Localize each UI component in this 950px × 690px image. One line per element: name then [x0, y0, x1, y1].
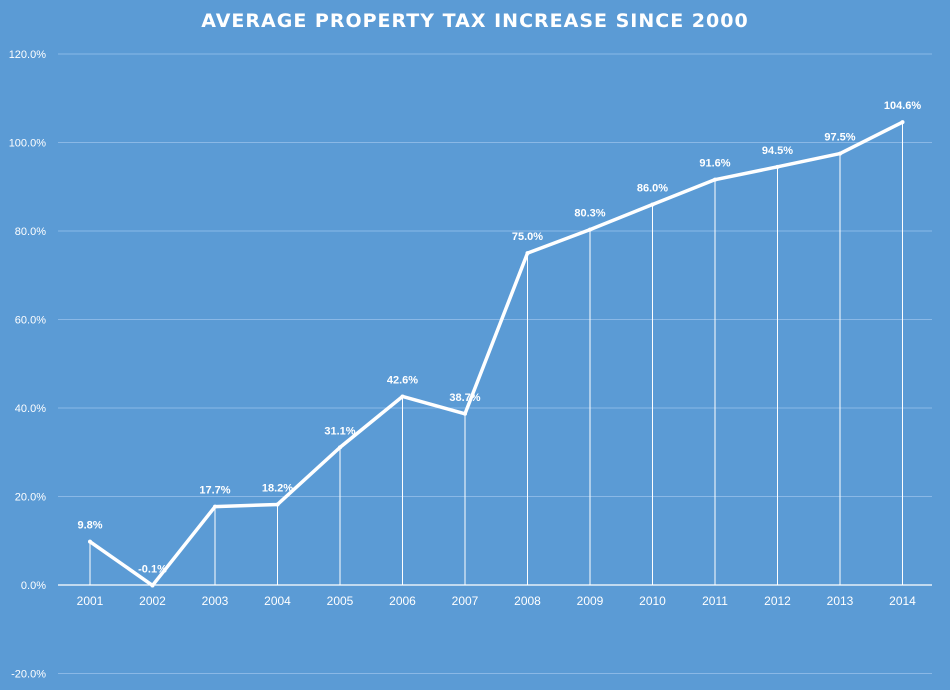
data-label: 80.3% — [574, 208, 605, 220]
data-label: 31.1% — [324, 425, 355, 437]
y-tick-label: 120.0% — [9, 49, 47, 61]
data-label: 86.0% — [637, 182, 668, 194]
data-label: 94.5% — [762, 145, 793, 157]
data-point — [88, 539, 92, 544]
y-tick-label: 100.0% — [9, 138, 47, 150]
data-label: 9.8% — [77, 520, 102, 532]
data-point — [650, 202, 655, 207]
x-tick-label: 2009 — [577, 594, 604, 608]
data-label: 91.6% — [699, 158, 730, 170]
data-point — [525, 251, 530, 256]
y-tick-label: 40.0% — [15, 403, 46, 415]
x-tick-label: 2014 — [889, 594, 916, 608]
data-label: 18.2% — [262, 482, 293, 494]
x-tick-label: 2003 — [202, 594, 229, 608]
data-label: 42.6% — [387, 374, 418, 386]
data-point — [838, 151, 842, 156]
data-point — [400, 394, 405, 399]
data-point — [775, 164, 780, 169]
x-tick-label: 2001 — [77, 594, 104, 608]
data-label: 75.0% — [512, 231, 543, 243]
y-tick-label: -20.0% — [11, 669, 46, 681]
data-label: 104.6% — [884, 100, 922, 112]
x-tick-label: 2012 — [764, 594, 791, 608]
x-tick-label: 2013 — [827, 594, 854, 608]
data-point — [213, 504, 217, 509]
data-labels: 9.8% -0.1% 17.7% 18.2% 31.1% 42.6% 38.7% 75.0% 8… — [77, 100, 921, 575]
data-point — [275, 502, 280, 507]
x-tick-label: 2007 — [452, 594, 479, 608]
series-line-group — [88, 120, 905, 588]
gridlines — [58, 53, 932, 674]
y-axis-ticks: -20.0% 0.0% 20.0% 40.0% 60.0% 80.0% 100.0% 120.… — [9, 49, 47, 681]
y-tick-label: 80.0% — [15, 226, 46, 238]
x-tick-label: 2002 — [139, 594, 166, 608]
y-tick-label: 20.0% — [15, 492, 46, 504]
x-axis-ticks: 2001 2002 2003 2004 2005 2006 2007 2008 2009 2010… — [77, 594, 917, 608]
x-tick-label: 2010 — [639, 594, 666, 608]
data-point — [713, 177, 717, 182]
x-tick-label: 2005 — [327, 594, 354, 608]
data-label: 17.7% — [199, 485, 230, 497]
x-tick-label: 2011 — [702, 594, 728, 608]
data-label: 97.5% — [824, 132, 855, 144]
x-tick-label: 2006 — [389, 594, 416, 608]
series-line — [88, 120, 905, 588]
chart-title: AVERAGE PROPERTY TAX INCREASE SINCE 2000 — [201, 10, 749, 32]
y-tick-label: 60.0% — [15, 315, 46, 327]
data-label: 38.7% — [449, 392, 480, 404]
drop-lines — [89, 122, 903, 586]
x-tick-label: 2008 — [514, 594, 541, 608]
data-point — [900, 120, 905, 125]
y-tick-label: 0.0% — [21, 580, 46, 592]
x-tick-label: 2004 — [264, 594, 291, 608]
data-point — [338, 445, 342, 450]
data-point — [588, 227, 592, 232]
data-point — [463, 411, 467, 416]
data-label: -0.1% — [138, 563, 167, 575]
data-point — [150, 583, 155, 588]
